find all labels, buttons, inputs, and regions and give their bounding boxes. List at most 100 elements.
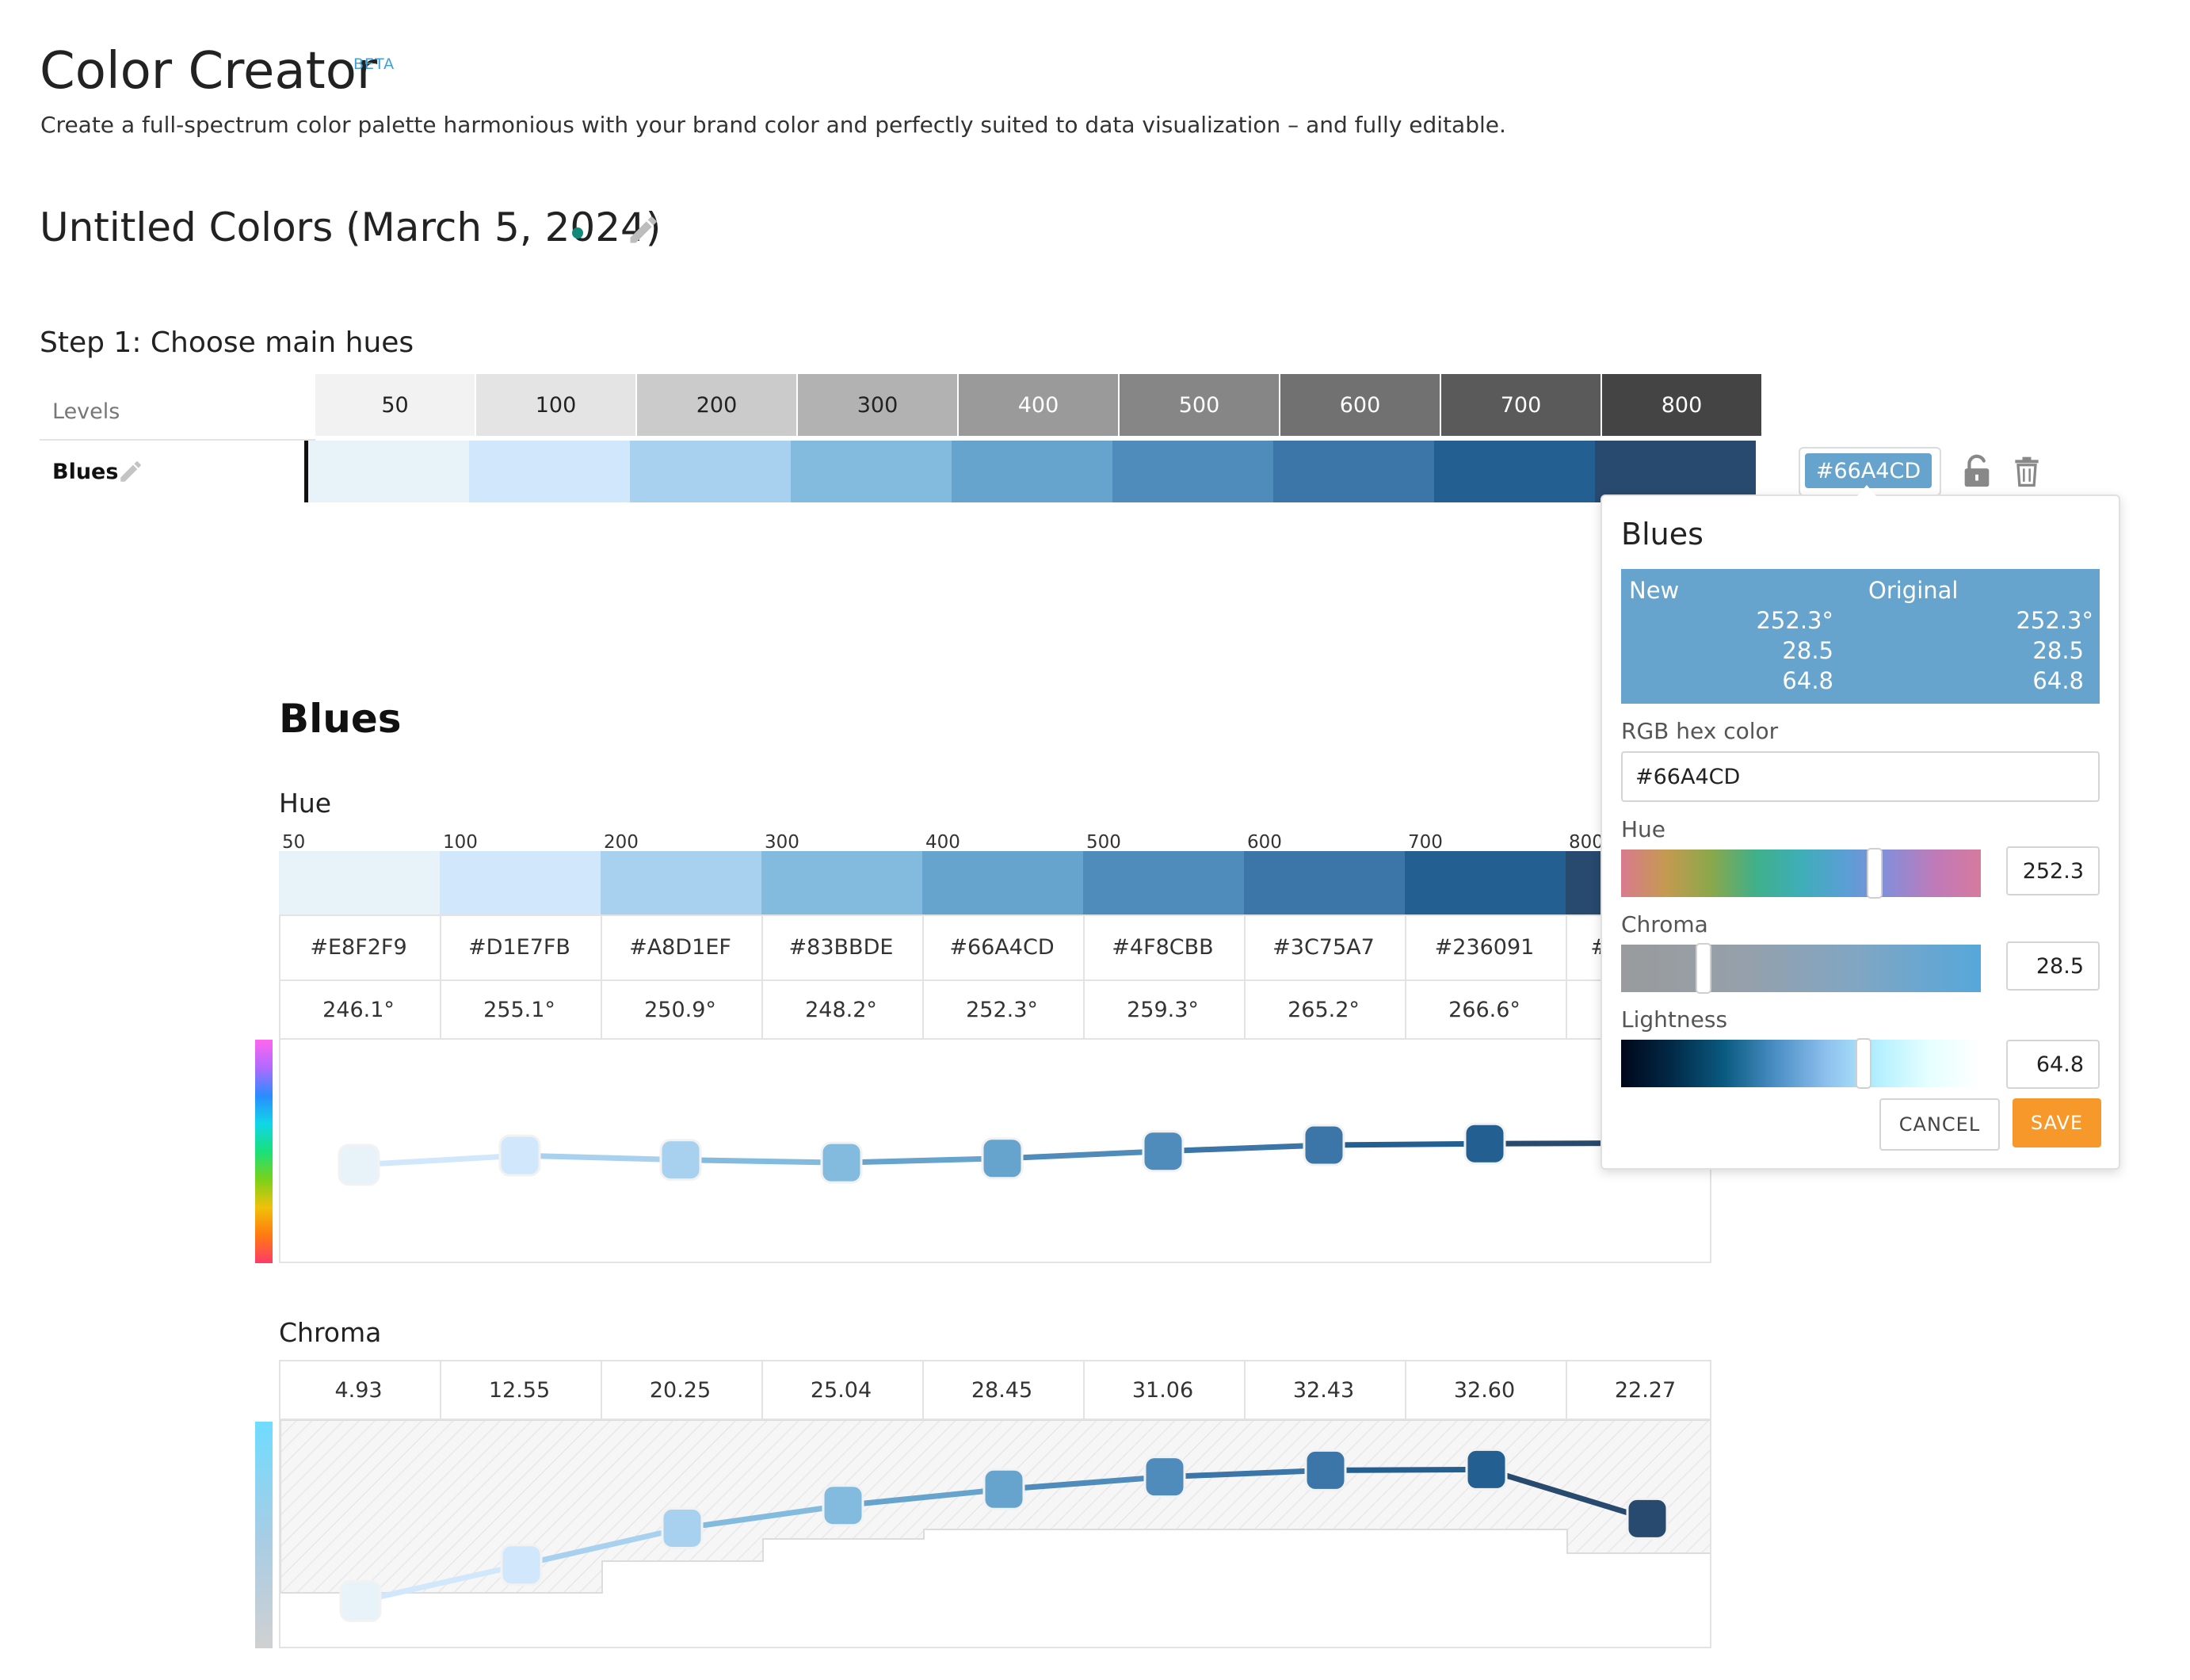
- grid-line: [1405, 914, 1406, 1038]
- chroma-slider-label: Chroma: [1621, 911, 1708, 937]
- app-title: Color Creator: [40, 42, 378, 101]
- hue-hex-value: #4F8CBB: [1112, 934, 1214, 960]
- chroma-value-input[interactable]: [2006, 941, 2100, 991]
- chroma-slider-track[interactable]: [1621, 945, 1981, 992]
- pencil-icon[interactable]: [626, 212, 661, 247]
- cancel-button[interactable]: CANCEL: [1879, 1098, 2000, 1151]
- hue-hex-value: #236091: [1434, 934, 1535, 960]
- lightness-slider-thumb[interactable]: [1856, 1038, 1871, 1089]
- hue-value-input[interactable]: [2006, 846, 2100, 895]
- hue-degree-value: 266.6°: [1448, 997, 1520, 1022]
- hue-tick-label: 300: [765, 832, 799, 853]
- rgb-hex-label: RGB hex color: [1621, 718, 1779, 744]
- chroma-point: [1304, 1449, 1347, 1491]
- chroma-scale-bar: [255, 1422, 273, 1648]
- new-chroma-value: 28.5: [1782, 637, 1833, 664]
- hue-swatch: [440, 851, 601, 914]
- level-header-cell: 800: [1602, 374, 1761, 436]
- hue-swatch: [601, 851, 761, 914]
- chroma-point: [500, 1544, 543, 1586]
- chroma-curve-segment: [679, 1502, 846, 1531]
- pencil-icon[interactable]: [117, 458, 144, 485]
- chroma-curve-segment: [518, 1525, 685, 1568]
- hue-hex-value: #66A4CD: [949, 934, 1055, 960]
- chroma-curve-segment: [357, 1562, 525, 1604]
- hue-curve-segment: [999, 1148, 1166, 1162]
- grid-line: [1566, 1360, 1567, 1420]
- hue-degree-value: 250.9°: [644, 997, 716, 1022]
- chroma-value: 25.04: [810, 1377, 872, 1403]
- hex-chip-value[interactable]: #66A4CD: [1805, 453, 1932, 488]
- hue-curve-segment: [677, 1157, 845, 1166]
- palette-name[interactable]: Untitled Colors (March 5, 2024): [40, 204, 662, 250]
- color-swatch[interactable]: [952, 441, 1112, 502]
- new-hue-value: 252.3°: [1756, 607, 1833, 634]
- grid-line: [922, 1360, 924, 1420]
- grid-line: [440, 1360, 441, 1420]
- grid-line: [761, 914, 763, 1038]
- grid-line: [1566, 914, 1567, 1038]
- hue-degree-value: 259.3°: [1127, 997, 1199, 1022]
- popover-caret: [1857, 485, 1876, 496]
- lightness-value-input[interactable]: [2006, 1040, 2100, 1089]
- chroma-plot: [279, 1420, 1711, 1648]
- color-swatch[interactable]: [630, 441, 791, 502]
- hue-tick-label: 700: [1408, 832, 1443, 853]
- trash-icon[interactable]: [2009, 453, 2044, 490]
- original-hue-value: 252.3°: [2016, 607, 2093, 634]
- detail-title: Blues: [279, 696, 402, 742]
- hue-swatch: [1244, 851, 1405, 914]
- hue-point: [1303, 1124, 1345, 1166]
- grid-line: [1405, 1360, 1406, 1420]
- hue-hex-value: #83BBDE: [788, 934, 894, 960]
- hue-tick-label: 50: [282, 832, 306, 853]
- save-button[interactable]: SAVE: [2013, 1098, 2101, 1147]
- hue-tick-label: 100: [443, 832, 478, 853]
- hue-hex-value: #A8D1EF: [629, 934, 731, 960]
- hue-spectrum-bar: [255, 1040, 273, 1263]
- hue-slider-track[interactable]: [1621, 850, 1981, 897]
- hue-swatch: [922, 851, 1083, 914]
- hue-slider-label: Hue: [1621, 816, 1666, 842]
- hue-heading: Hue: [279, 788, 332, 819]
- new-label: New: [1629, 577, 1680, 604]
- original-lightness-value: 64.8: [2032, 667, 2084, 694]
- color-swatch[interactable]: [1434, 441, 1595, 502]
- hue-tick-label: 200: [604, 832, 639, 853]
- lightness-slider-track[interactable]: [1621, 1040, 1981, 1087]
- popover-title: Blues: [1621, 517, 1704, 552]
- hue-slider-thumb[interactable]: [1867, 848, 1883, 899]
- color-swatch[interactable]: [1595, 441, 1756, 502]
- level-header-cell: 600: [1280, 374, 1440, 436]
- level-header-cell: 100: [476, 374, 635, 436]
- chroma-point: [1143, 1456, 1186, 1499]
- rgb-hex-input[interactable]: [1621, 751, 2100, 802]
- hue-point: [338, 1144, 380, 1186]
- hue-hex-value: #3C75A7: [1272, 934, 1375, 960]
- hue-curve-segment: [1321, 1140, 1488, 1148]
- color-swatch[interactable]: [308, 441, 475, 502]
- chroma-heading: Chroma: [279, 1317, 382, 1348]
- chroma-curve: [280, 1420, 1710, 1622]
- color-swatch[interactable]: [469, 441, 630, 502]
- new-lightness-value: 64.8: [1782, 667, 1833, 694]
- chroma-point: [661, 1507, 704, 1549]
- grid-line: [279, 1038, 1711, 1040]
- grid-line: [1083, 1360, 1085, 1420]
- color-swatch[interactable]: [791, 441, 952, 502]
- chroma-value: 20.25: [649, 1377, 712, 1403]
- color-swatch[interactable]: [1112, 441, 1273, 502]
- color-swatch[interactable]: [1273, 441, 1434, 502]
- hue-hex-value: #D1E7FB: [468, 934, 570, 960]
- step1-heading: Step 1: Choose main hues: [40, 326, 414, 359]
- chroma-curve-segment: [1001, 1474, 1168, 1492]
- unlock-icon[interactable]: [1959, 453, 1995, 490]
- hue-curve: [338, 1122, 1682, 1186]
- hue-degree-value: 255.1°: [483, 997, 555, 1022]
- chroma-point: [822, 1484, 864, 1527]
- grid-line: [601, 914, 602, 1038]
- hue-degree-value: 246.1°: [322, 997, 395, 1022]
- chroma-slider-thumb[interactable]: [1696, 943, 1711, 994]
- chroma-curve-segment: [840, 1486, 1007, 1509]
- hue-curve-segment: [838, 1155, 1005, 1166]
